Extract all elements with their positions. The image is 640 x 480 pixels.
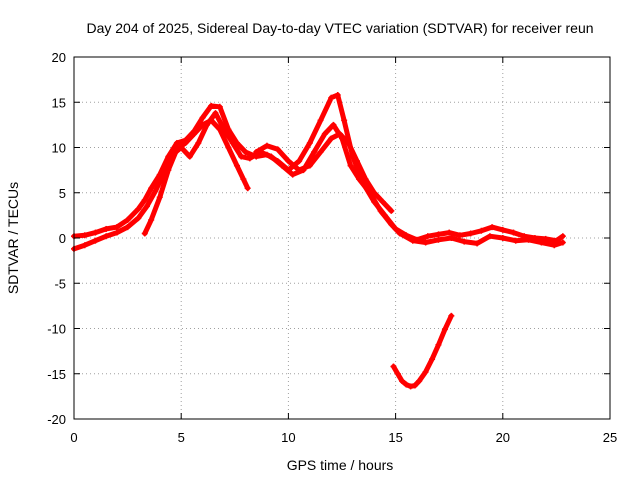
y-tick-label: 20 [52, 50, 66, 65]
y-tick-label: -20 [47, 412, 66, 427]
y-tick-label: 10 [52, 141, 66, 156]
y-tick-label: 0 [59, 231, 66, 246]
y-tick-label: -5 [54, 276, 66, 291]
ticks: 0 5 10 15 20 25 -20 -15 -10 -5 0 5 10 15 20 [47, 50, 617, 445]
y-tick-label: 15 [52, 95, 66, 110]
x-tick-label: 25 [603, 430, 617, 445]
x-tick-label: 20 [496, 430, 510, 445]
x-tick-label: 10 [281, 430, 295, 445]
x-tick-label: 0 [70, 430, 77, 445]
series-track-c [142, 117, 251, 236]
x-axis-label: GPS time / hours [287, 457, 394, 473]
chart-title: Day 204 of 2025, Sidereal Day-to-day VTE… [86, 20, 593, 36]
x-tick-label: 15 [388, 430, 402, 445]
y-tick-label: -10 [47, 322, 66, 337]
y-tick-label: -15 [47, 367, 66, 382]
y-axis-label: SDTVAR / TECUs [5, 182, 21, 294]
data-layer [71, 92, 566, 390]
x-tick-label: 5 [178, 430, 185, 445]
y-tick-label: 5 [59, 186, 66, 201]
